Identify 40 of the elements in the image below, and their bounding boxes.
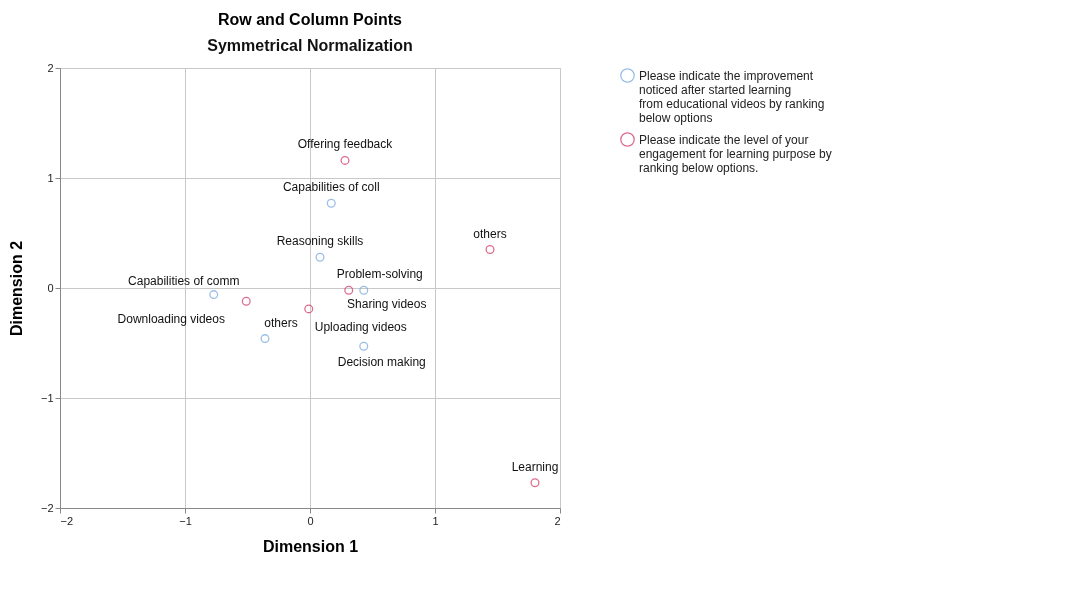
- y-tick-label: 0: [47, 281, 54, 294]
- y-tick-label: 2: [47, 61, 54, 74]
- chart-title: Row and Column Points: [218, 11, 403, 28]
- point: [530, 478, 540, 488]
- annotation: Sharing videos: [347, 297, 427, 312]
- point: [344, 285, 354, 295]
- y-axis-title: Dimension 2: [7, 240, 25, 337]
- point: [241, 296, 251, 306]
- point: [315, 252, 325, 262]
- point: [359, 285, 369, 295]
- x-tick-label: 1: [432, 514, 439, 527]
- annotation: Offering feedback: [297, 137, 394, 152]
- x-tick-label: 2: [554, 514, 561, 527]
- point: [340, 155, 350, 165]
- point: [304, 304, 314, 314]
- legend-label: Please indicate the level of your engagement for learning purpose by ranking below options.: [639, 132, 832, 175]
- point: [485, 244, 495, 255]
- annotation: others: [473, 226, 507, 241]
- x-tick-label: 0: [307, 514, 314, 527]
- annotation: Capabilities of comm: [128, 273, 240, 288]
- x-axis-title: Dimension 1: [262, 537, 359, 555]
- annotation: Downloading videos: [117, 312, 225, 327]
- x-tick-label: −2: [60, 514, 74, 527]
- y-tick-label: 1: [47, 171, 54, 184]
- legend-label: Please indicate the improvement noticed after started learning from educational videos by ranking below options: [639, 68, 825, 125]
- point: [359, 341, 369, 351]
- x-tick-label: −1: [179, 514, 192, 527]
- point: [209, 290, 219, 300]
- annotation: Decision making: [337, 355, 426, 370]
- annotation: others: [264, 315, 298, 330]
- annotation: Learning: [511, 459, 559, 474]
- point: [260, 334, 270, 344]
- y-tick-label: −2: [40, 501, 54, 514]
- annotation: Capabilities of coll: [282, 180, 380, 195]
- chart-subtitle: Symmetrical Normalization: [207, 37, 413, 54]
- point: [326, 198, 336, 208]
- annotation: Reasoning skills: [276, 234, 364, 249]
- annotation: Uploading videos: [314, 319, 407, 334]
- y-tick-label: −1: [40, 391, 54, 404]
- annotation: Problem-solving: [336, 267, 423, 282]
